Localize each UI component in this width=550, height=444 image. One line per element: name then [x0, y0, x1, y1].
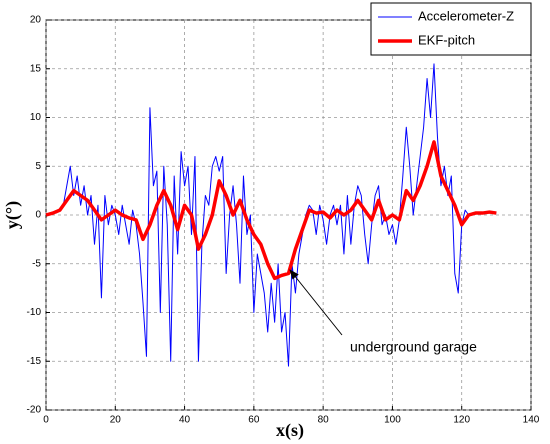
- legend-label: EKF-pitch: [418, 32, 475, 47]
- y-tick-label: -15: [27, 356, 42, 367]
- x-tick-label: 0: [43, 415, 49, 426]
- legend-label: Accelerometer-Z: [418, 8, 514, 23]
- x-tick-label: 80: [318, 415, 330, 426]
- y-tick-label: 5: [35, 161, 41, 172]
- x-tick-label: 140: [523, 415, 540, 426]
- y-tick-label: 10: [30, 112, 42, 123]
- y-tick-label: -5: [32, 258, 41, 269]
- annotation-arrow: [289, 269, 343, 336]
- x-tick-label: 100: [384, 415, 401, 426]
- y-tick-label: 15: [30, 63, 42, 74]
- y-tick-label: 0: [35, 210, 41, 221]
- annotation: underground garage: [350, 339, 477, 355]
- legend: [370, 2, 532, 56]
- x-tick-label: 40: [179, 415, 191, 426]
- y-tick-label: -10: [27, 307, 42, 318]
- y-axis-label: y(°): [2, 201, 23, 229]
- x-axis-label: x(s): [276, 420, 304, 441]
- data-line: [45, 140, 497, 281]
- y-tick-label: -20: [27, 405, 42, 416]
- y-tick-label: 20: [30, 15, 42, 26]
- x-tick-label: 20: [110, 415, 122, 426]
- x-tick-label: 60: [248, 415, 260, 426]
- x-tick-label: 120: [453, 415, 470, 426]
